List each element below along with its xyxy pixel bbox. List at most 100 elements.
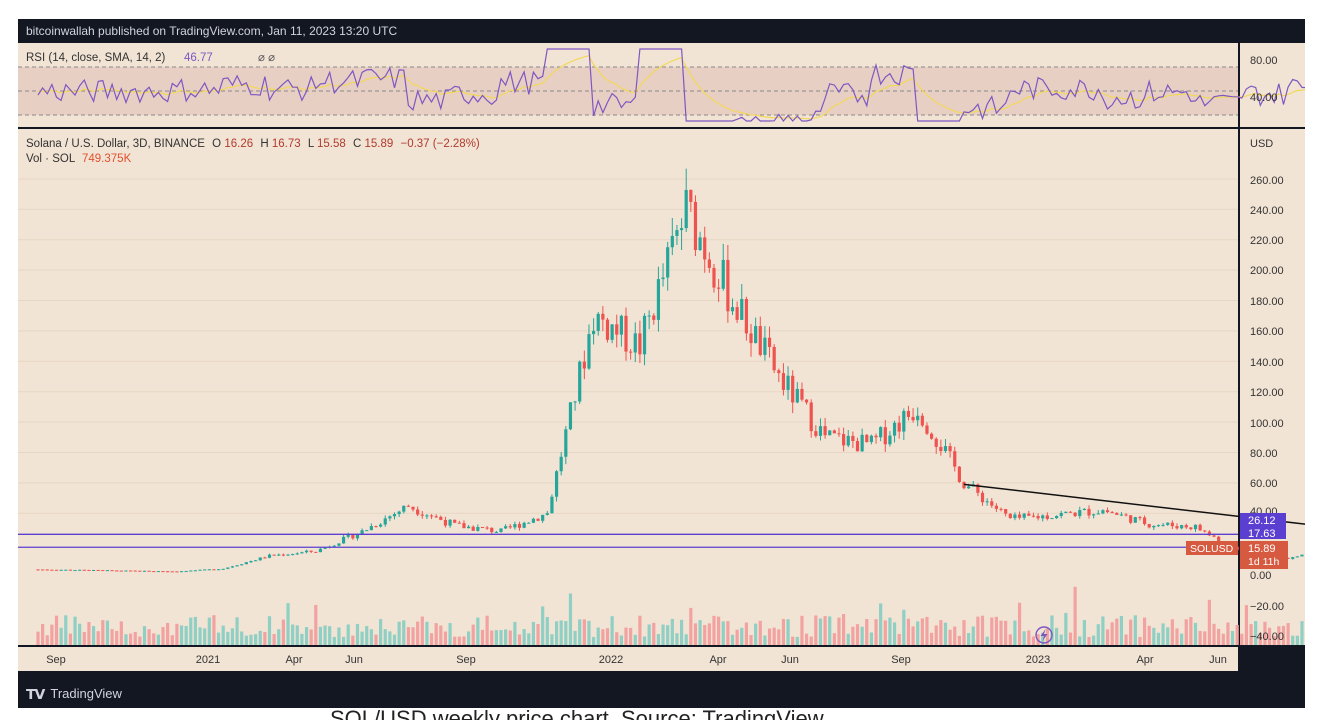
- volume-bar: [152, 633, 156, 645]
- volume-bar: [1045, 628, 1049, 645]
- ohlc-open: 16.26: [224, 138, 253, 150]
- volume-bar: [341, 636, 346, 645]
- rsi-line: [37, 48, 1305, 122]
- volume-bar: [365, 626, 369, 645]
- candle-body: [791, 375, 795, 403]
- volume-bar: [666, 625, 670, 645]
- lightning-icon[interactable]: [1035, 626, 1053, 644]
- volume-bar: [420, 616, 424, 645]
- price-tick-label: 0.00: [1250, 570, 1271, 582]
- candle-body: [230, 566, 235, 568]
- volume-bar: [994, 616, 999, 645]
- candle-body: [1082, 508, 1086, 511]
- volume-bar: [1133, 615, 1137, 645]
- candle-body: [828, 430, 832, 436]
- candle-body: [1212, 535, 1216, 537]
- volume-bar: [800, 615, 804, 645]
- candle-body: [892, 422, 897, 436]
- tradingview-logo[interactable]: 𝗧𝗩 TradingView: [26, 684, 122, 704]
- trend-line[interactable]: [963, 483, 1305, 533]
- candle-body: [240, 564, 244, 566]
- candle-body: [999, 508, 1003, 510]
- candle-body: [531, 518, 536, 523]
- candle-body: [550, 496, 554, 514]
- candle-body: [967, 486, 971, 489]
- candle-body: [304, 550, 309, 553]
- volume-bar: [1022, 631, 1026, 645]
- candle-body: [661, 277, 665, 280]
- volume-bar: [962, 620, 966, 645]
- candle-body: [1203, 530, 1207, 532]
- volume-bar: [1059, 634, 1063, 645]
- volume-bar: [1170, 619, 1174, 645]
- candle-body: [184, 571, 188, 573]
- candle-body: [416, 509, 420, 515]
- candle-body: [82, 569, 86, 571]
- candle-body: [814, 431, 818, 436]
- volume-bar: [791, 636, 795, 645]
- volume-bar: [1180, 633, 1184, 645]
- candle-body: [351, 534, 355, 539]
- time-scale[interactable]: [18, 647, 1238, 671]
- price-tick-label: 200.00: [1250, 265, 1284, 277]
- volume-bar: [675, 633, 679, 645]
- volume-bar: [258, 630, 262, 645]
- volume-bar: [656, 634, 661, 645]
- candle-body: [592, 330, 596, 335]
- candle-body: [411, 506, 415, 510]
- volume-bar: [693, 623, 698, 645]
- time-tick-label: Jun: [1209, 654, 1227, 666]
- price-pane[interactable]: [18, 129, 1238, 645]
- candle-body: [50, 569, 54, 571]
- time-tick-label: 2023: [1026, 654, 1050, 666]
- volume-bar: [1055, 627, 1059, 645]
- candle-body: [249, 561, 253, 563]
- candle-body: [420, 514, 424, 516]
- rsi-price-scale[interactable]: [1240, 43, 1305, 127]
- volume-bar: [929, 632, 934, 645]
- candle-body: [1133, 517, 1137, 523]
- candle-body: [629, 351, 633, 353]
- volume-bar: [1226, 622, 1230, 645]
- volume-bar: [652, 622, 656, 645]
- volume-bar: [638, 615, 642, 645]
- volume-bar: [263, 631, 267, 645]
- candle-body: [147, 570, 151, 572]
- candle-body: [1078, 510, 1082, 517]
- candle-body: [851, 435, 855, 442]
- time-tick-label: Apr: [709, 654, 726, 666]
- candle-body: [462, 523, 466, 529]
- volume-bar: [1249, 624, 1253, 645]
- volume-bar: [1189, 617, 1193, 645]
- volume-bar: [842, 614, 846, 645]
- candle-body: [568, 402, 573, 430]
- volume-bar: [730, 634, 735, 645]
- volume-bar: [967, 633, 971, 645]
- candle-body: [448, 519, 452, 526]
- volume-bar: [434, 623, 438, 645]
- level-high-value: 26.12: [1248, 515, 1276, 527]
- candle-body: [198, 569, 202, 571]
- candle-body: [402, 505, 406, 512]
- volume-bar: [568, 593, 573, 645]
- volume-bar: [476, 617, 480, 645]
- candle-body: [578, 361, 582, 402]
- volume-bar: [50, 624, 54, 645]
- time-tick-label: Sep: [456, 654, 476, 666]
- volume-bar: [1198, 630, 1202, 645]
- volume-bar: [1087, 636, 1091, 645]
- volume-legend: Vol · SOL 749.375K: [26, 153, 132, 165]
- volume-bar: [1286, 623, 1290, 645]
- volume-bar: [244, 635, 248, 645]
- volume-bar: [601, 629, 605, 645]
- candle-body: [689, 189, 693, 202]
- volume-bar: [448, 623, 452, 645]
- candle-body: [429, 515, 434, 517]
- candle-body: [587, 334, 591, 369]
- volume-bar: [142, 626, 147, 645]
- volume-bar: [212, 615, 216, 645]
- chart-svg[interactable]: RSI (14, close, SMA, 14, 2) 46.77 ⌀ ⌀ So…: [18, 19, 1305, 679]
- symbol-title: Solana / U.S. Dollar, 3D, BINANCE O 16.2…: [26, 138, 480, 150]
- volume-bar: [1138, 636, 1142, 645]
- candle-body: [698, 237, 702, 251]
